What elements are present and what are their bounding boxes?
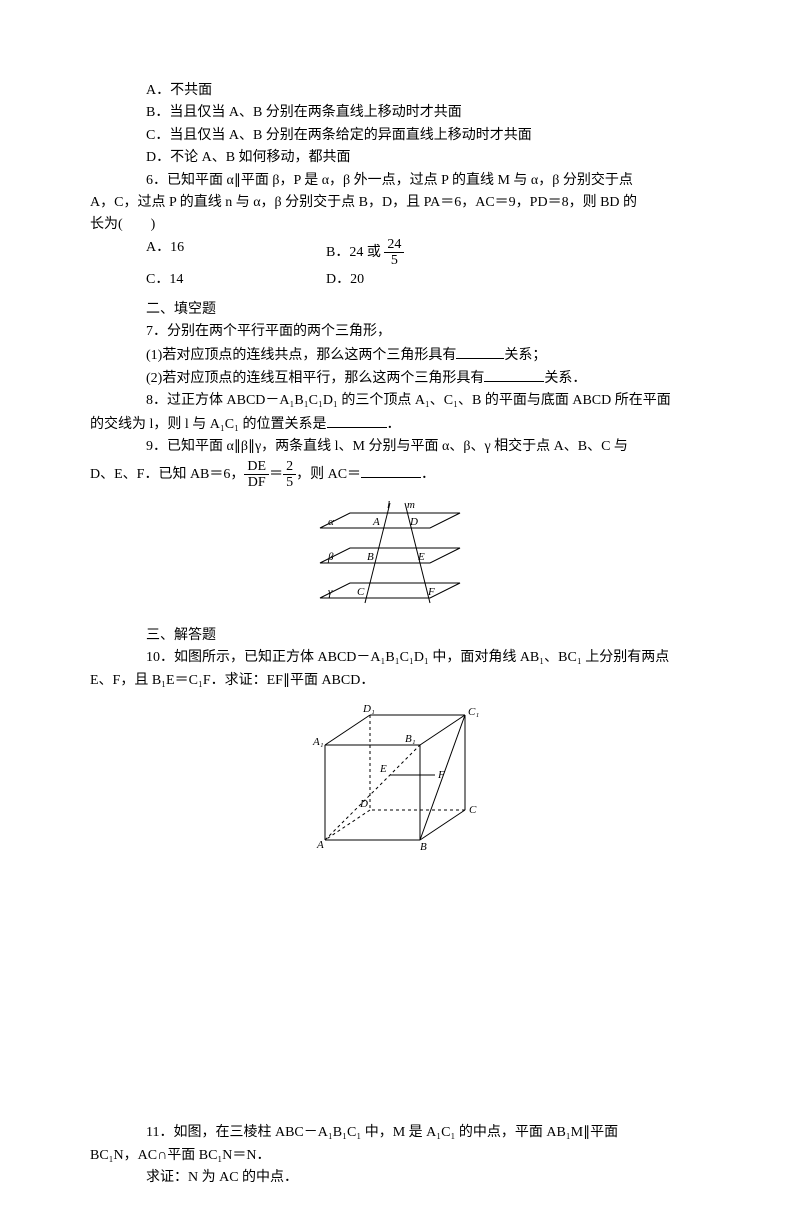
q10-line2: E、F，且 B₁E＝C₁F．求证：EF∥平面 ABCD． <box>90 670 710 692</box>
q6-line1: 6．已知平面 α∥平面 β，P 是 α，β 外一点，过点 P 的直线 M 与 α… <box>90 170 710 192</box>
lbl-D: D <box>409 516 418 528</box>
blank <box>484 367 544 382</box>
opt-b: B．当且仅当 A、B 分别在两条直线上移动时才共面 <box>90 102 710 124</box>
q6-optA: A．16 <box>146 237 326 269</box>
lbl-F: F <box>427 586 435 598</box>
lbl-beta: β <box>327 551 334 563</box>
lbl-l: l <box>387 499 390 511</box>
blank <box>327 413 387 428</box>
q9-frac2: 25 <box>283 459 296 491</box>
blank <box>361 463 421 478</box>
q11-line1: 11．如图，在三棱柱 ABC－A₁B₁C₁ 中，M 是 A₁C₁ 的中点，平面 … <box>90 1122 710 1144</box>
q7-p2b: 关系． <box>544 371 586 386</box>
lbl-C1: C₁ <box>468 706 479 718</box>
q9-f2n: 2 <box>283 459 296 475</box>
q6-optC: C．14 <box>146 269 326 291</box>
opt-a: A．不共面 <box>90 80 710 102</box>
lbl-B: B <box>420 841 427 850</box>
lbl-alpha: α <box>328 516 334 528</box>
q8-line1: 8．过正方体 ABCD－A₁B₁C₁D₁ 的三个顶点 A₁、C₁、B 的平面与底… <box>90 390 710 412</box>
q7-stem: 7．分别在两个平行平面的两个三角形， <box>90 321 710 343</box>
q9-l2b: ，则 AC＝ <box>296 467 361 482</box>
lbl-gamma: γ <box>328 586 333 598</box>
q6-optB: B．24 或 245 <box>326 237 546 269</box>
lbl-E: E <box>417 551 425 563</box>
section-2-heading: 二、填空题 <box>90 299 710 321</box>
opt-c: C．当且仅当 A、B 分别在两条给定的异面直线上移动时才共面 <box>90 125 710 147</box>
q9-line1: 9．已知平面 α∥β∥γ，两条直线 l、M 分别与平面 α、β、γ 相交于点 A… <box>90 436 710 458</box>
lbl-B1: B₁ <box>405 733 416 745</box>
q7-p1b: 关系； <box>504 348 546 363</box>
q9-f1d: DF <box>244 475 269 490</box>
lbl-B: B <box>367 551 374 563</box>
q9-f1n: DE <box>244 459 269 475</box>
q9-frac1: DEDF <box>244 459 269 491</box>
lbl-F: F <box>437 769 445 781</box>
q6-choices-row1: A．16 B．24 或 245 <box>90 237 710 269</box>
figure-cube: D₁ C₁ A₁ B₁ E F D C A B <box>90 700 710 858</box>
q11-line2: BC₁N，AC∩平面 BC₁N＝N． <box>90 1145 710 1167</box>
q6-frac-den: 5 <box>384 253 404 268</box>
lbl-A: A <box>372 516 380 528</box>
q8-l2a: 的交线为 l，则 l 与 A₁C₁ 的位置关系是 <box>90 417 327 432</box>
q7-p2a: (2)若对应顶点的连线互相平行，那么这两个三角形具有 <box>146 371 484 386</box>
q6-optB-pre: B．24 或 <box>326 245 384 260</box>
q6-frac: 245 <box>384 237 404 269</box>
q7-part1: (1)若对应顶点的连线共点，那么这两个三角形具有 关系； <box>90 344 710 367</box>
q6-optD: D．20 <box>326 269 546 291</box>
q7-part2: (2)若对应顶点的连线互相平行，那么这两个三角形具有 关系． <box>90 367 710 390</box>
q6-line2: A，C，过点 P 的直线 n 与 α，β 分别交于点 B，D，且 PA＝6，AC… <box>90 192 710 214</box>
q9-eq: ＝ <box>269 467 283 482</box>
q8-line2: 的交线为 l，则 l 与 A₁C₁ 的位置关系是 ． <box>90 413 710 436</box>
q9-line2: D、E、F．已知 AB＝6，DEDF＝25，则 AC＝ ． <box>90 459 710 491</box>
figure-planes: l m α A D β B E γ C F <box>90 498 710 616</box>
q6-line3: 长为( ) <box>90 214 710 236</box>
q9-l2c: ． <box>421 467 435 482</box>
opt-d: D．不论 A、B 如何移动，都共面 <box>90 147 710 169</box>
lbl-D: D <box>359 798 368 810</box>
spacer <box>90 862 710 1122</box>
lbl-m: m <box>407 499 415 511</box>
q10-line1: 10．如图所示，已知正方体 ABCD－A₁B₁C₁D₁ 中，面对角线 AB₁、B… <box>90 647 710 669</box>
lbl-D1: D₁ <box>362 703 375 715</box>
q6-choices-row2: C．14 D．20 <box>90 269 710 291</box>
q9-l2a: D、E、F．已知 AB＝6， <box>90 467 244 482</box>
lbl-C: C <box>357 586 365 598</box>
q8-l2b: ． <box>387 417 401 432</box>
lbl-A: A <box>316 839 324 850</box>
lbl-E: E <box>379 763 387 775</box>
blank <box>456 344 504 359</box>
section-3-heading: 三、解答题 <box>90 625 710 647</box>
q11-line3: 求证：N 为 AC 的中点． <box>90 1167 710 1189</box>
lbl-A1: A₁ <box>312 736 324 748</box>
lbl-C: C <box>469 804 477 816</box>
q9-f2d: 5 <box>283 475 296 490</box>
q6-frac-num: 24 <box>384 237 404 253</box>
document-page: A．不共面 B．当且仅当 A、B 分别在两条直线上移动时才共面 C．当且仅当 A… <box>0 0 800 1230</box>
q7-p1a: (1)若对应顶点的连线共点，那么这两个三角形具有 <box>146 348 456 363</box>
